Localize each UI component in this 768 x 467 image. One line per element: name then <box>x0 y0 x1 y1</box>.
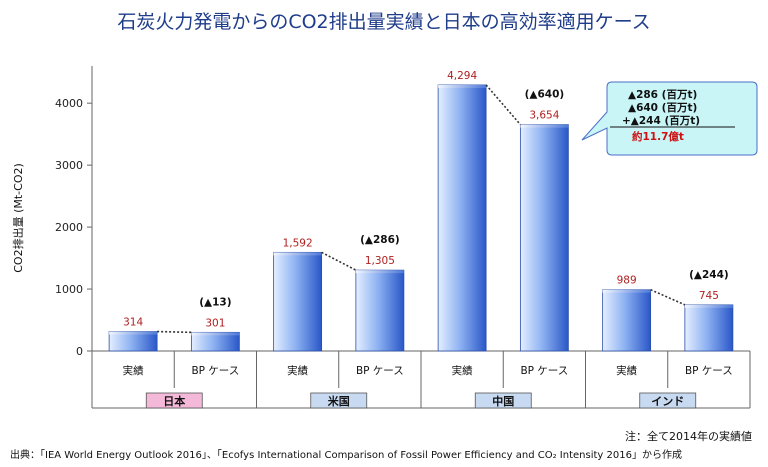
callout-line-3: +▲244 (百万t) <box>622 115 700 127</box>
delta-label: (▲244) <box>689 269 729 281</box>
bar <box>437 84 487 352</box>
callout-total: 約11.7億t <box>632 130 684 143</box>
change-connector <box>485 84 521 126</box>
group-label: 米国 <box>327 394 350 408</box>
y-tick-label: 4000 <box>55 97 83 110</box>
bar <box>519 124 569 352</box>
bar-cap <box>520 124 569 128</box>
bar-cap <box>684 304 733 308</box>
callout-line-2: ▲640 (百万t) <box>628 102 697 114</box>
bars <box>108 84 734 352</box>
bar-cap <box>438 84 487 88</box>
group-label: インド <box>651 395 684 408</box>
bar-value-label: 4,294 <box>447 70 477 82</box>
delta-label: (▲13) <box>199 296 231 308</box>
bar-value-label: 745 <box>699 290 719 302</box>
footnote: 注：全て2014年の実績値 <box>625 429 752 443</box>
bar-cap <box>355 270 404 274</box>
bar <box>273 251 323 352</box>
bar <box>355 269 405 352</box>
bar-cap <box>109 331 158 335</box>
group-label: 日本 <box>163 394 185 408</box>
delta-label: (▲286) <box>360 234 400 246</box>
bar-cap <box>191 332 240 336</box>
group-label-box <box>145 392 203 409</box>
y-axis-label: CO2排出量 (Mt-CO2) <box>11 163 25 273</box>
bar-value-label: 314 <box>123 317 143 329</box>
y-tick-label: 2000 <box>55 221 83 234</box>
group-label-box <box>639 392 697 409</box>
y-tick-label: 1000 <box>55 283 83 296</box>
callout-line-1: ▲286 (百万t) <box>628 89 697 101</box>
bar-value-label: 1,305 <box>365 255 395 267</box>
category-label: 実績 <box>123 364 144 377</box>
callout: ▲286 (百万t) ▲640 (百万t) +▲244 (百万t) 約11.7億… <box>581 81 758 156</box>
bar-cap <box>273 252 322 256</box>
category-label: BP ケース <box>356 365 404 377</box>
category-label: BP ケース <box>685 365 733 377</box>
category-label: 実績 <box>452 364 473 377</box>
change-connector <box>650 288 686 306</box>
bar <box>602 289 652 352</box>
bar-cap <box>602 289 651 293</box>
y-tick-label: 0 <box>76 345 83 358</box>
y-tick-label: 3000 <box>55 159 83 172</box>
bar-value-label: 3,654 <box>529 110 559 122</box>
group-label: 中国 <box>492 394 514 408</box>
category-label: BP ケース <box>520 365 568 377</box>
category-label: 実績 <box>616 364 637 377</box>
category-label: BP ケース <box>191 365 239 377</box>
delta-label: (▲640) <box>525 89 565 101</box>
bar <box>684 304 734 352</box>
bar-value-label: 1,592 <box>283 237 313 249</box>
change-connector <box>321 251 357 271</box>
change-connector <box>157 330 192 334</box>
category-label: 実績 <box>287 364 308 377</box>
labels: 314 301 (▲13) 1,592 1,305 (▲286) 4,294 3,654 (▲6… <box>123 70 729 334</box>
group-label-box <box>310 392 368 409</box>
chart-title: 石炭火力発電からのCO2排出量実績と日本の高効率適用ケース <box>117 11 650 33</box>
callout-bubble <box>581 81 758 156</box>
group-label-box <box>474 392 532 409</box>
bar-value-label: 301 <box>205 317 225 329</box>
bar-value-label: 989 <box>617 275 637 287</box>
source-line: 出典：「IEA World Energy Outlook 2016」、「Ecof… <box>10 448 682 461</box>
